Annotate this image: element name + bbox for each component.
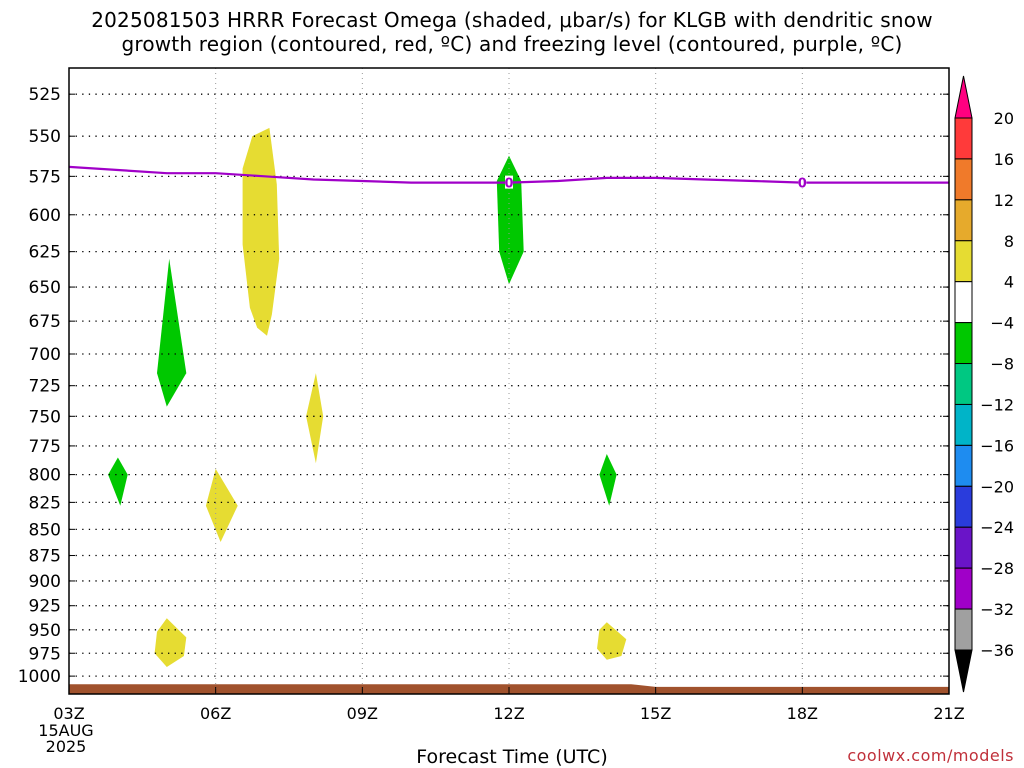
colorbar-swatch xyxy=(954,608,973,651)
colorbar-swatch xyxy=(954,649,973,693)
colorbar-swatch xyxy=(954,281,973,324)
x-axis-title: Forecast Time (UTC) xyxy=(416,746,608,768)
y-tick-label: 875 xyxy=(29,547,61,567)
colorbar-swatch xyxy=(954,240,973,283)
grid-lines xyxy=(69,68,949,694)
y-tick-label: 575 xyxy=(29,167,61,187)
y-tick-label: 650 xyxy=(29,278,61,298)
colorbar-swatch xyxy=(954,158,973,201)
x-date-label: 2025 xyxy=(46,737,87,756)
omega-region xyxy=(157,258,187,407)
omega-shading xyxy=(108,127,627,667)
omega-region xyxy=(154,618,187,667)
y-tick-label: 700 xyxy=(29,345,61,365)
colorbar-label: −4 xyxy=(990,314,1014,333)
omega-region xyxy=(496,155,524,285)
colorbar-label: 4 xyxy=(1004,273,1014,292)
y-tick-label: 625 xyxy=(29,243,61,263)
colorbar-swatch xyxy=(954,444,973,487)
colorbar-label: 12 xyxy=(994,191,1014,210)
y-tick-label: 900 xyxy=(29,572,61,592)
colorbar-swatch xyxy=(954,403,973,446)
colorbar-label: 8 xyxy=(1004,232,1014,251)
colorbar-swatch xyxy=(954,363,973,405)
y-tick-label: 825 xyxy=(29,493,61,513)
colorbar-swatch xyxy=(954,526,973,569)
colorbar-label: −12 xyxy=(980,395,1014,414)
colorbar-label: −24 xyxy=(980,518,1014,537)
y-tick-label: 800 xyxy=(29,466,61,486)
y-tick-label: 525 xyxy=(29,85,61,105)
colorbar-swatch xyxy=(954,567,973,610)
omega-region xyxy=(108,457,128,506)
colorbar: 20 16 12 8 4 −4 −8 −12 −16 −20 −24 −28 −32 −36 xyxy=(954,75,1014,693)
freezing-label-bg xyxy=(505,175,513,189)
chart-title: 2025081503 HRRR Forecast Omega (shaded, … xyxy=(0,8,1024,56)
colorbar-label: −8 xyxy=(990,355,1014,374)
y-tick-label: 775 xyxy=(29,437,61,457)
y-tick-label: 1000 xyxy=(18,667,61,687)
y-tick-label: 950 xyxy=(29,621,61,641)
omega-region xyxy=(597,622,627,660)
x-tick-label: 09Z xyxy=(347,704,378,723)
omega-region xyxy=(306,373,324,464)
y-tick-label: 600 xyxy=(29,206,61,226)
colorbar-label: 16 xyxy=(994,150,1014,169)
colorbar-swatch xyxy=(954,322,973,365)
y-tick-label: 725 xyxy=(29,377,61,397)
colorbar-label: −16 xyxy=(980,436,1014,455)
colorbar-label: −28 xyxy=(980,559,1014,578)
x-tick-label: 18Z xyxy=(787,704,818,723)
colorbar-label: 20 xyxy=(994,109,1014,128)
colorbar-swatch xyxy=(954,75,973,119)
y-tick-label: 675 xyxy=(29,312,61,332)
freezing-label-bg xyxy=(798,175,807,189)
y-tick-label: 975 xyxy=(29,644,61,664)
chart-title-line2: growth region (contoured, red, ºC) and f… xyxy=(121,32,903,56)
freezing-level-label: 0 xyxy=(798,177,807,192)
colorbar-swatch xyxy=(954,485,973,528)
freezing-level-label: 0 xyxy=(504,177,513,192)
y-axis: 525 550 575 600 625 650 675 700 725 750 775 800 825 8… xyxy=(18,85,949,687)
omega-region xyxy=(205,468,238,542)
colorbar-swatch xyxy=(954,199,973,242)
colorbar-label: −32 xyxy=(980,600,1014,619)
y-tick-label: 750 xyxy=(29,407,61,427)
colorbar-label: −20 xyxy=(980,477,1014,496)
omega-region xyxy=(242,127,280,336)
x-tick-label: 15Z xyxy=(640,704,671,723)
colorbar-label: −36 xyxy=(980,641,1014,660)
x-tick-label: 21Z xyxy=(933,704,964,723)
x-tick-label: 06Z xyxy=(200,704,231,723)
y-tick-label: 925 xyxy=(29,597,61,617)
y-tick-label: 550 xyxy=(29,127,61,147)
site-credit: coolwx.com/models xyxy=(847,746,1014,765)
omega-region xyxy=(599,454,617,506)
y-tick-label: 850 xyxy=(29,520,61,540)
x-date-label: 15AUG xyxy=(38,721,93,740)
chart-title-line1: 2025081503 HRRR Forecast Omega (shaded, … xyxy=(91,8,933,32)
x-tick-label: 12Z xyxy=(493,704,524,723)
colorbar-swatch xyxy=(954,117,973,160)
x-tick-label: 03Z xyxy=(53,704,84,723)
